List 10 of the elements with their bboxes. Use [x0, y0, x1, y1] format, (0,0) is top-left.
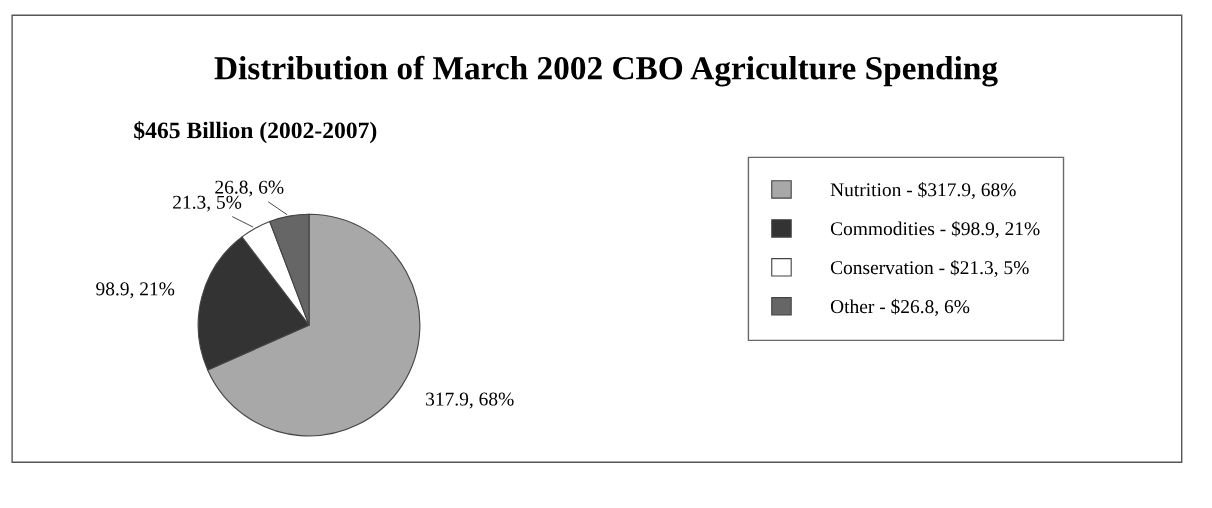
- data-label: 21.3, 5%: [173, 195, 242, 212]
- chart-title: Distribution of March 2002 CBO Agriculture Spending: [214, 55, 998, 87]
- legend-label: Conservation - $21.3, 5%: [830, 259, 1029, 277]
- chart-subtitle: $465 Billion (2002-2007): [134, 121, 377, 144]
- data-label: 317.9, 68%: [426, 392, 514, 409]
- legend-label: Commodities - $98.9, 21%: [830, 220, 1040, 239]
- legend-label: Nutrition - $317.9, 68%: [830, 182, 1016, 200]
- legend-label: Other - $26.8, 6%: [830, 298, 970, 316]
- data-label: 26.8, 6%: [215, 180, 284, 197]
- data-label: 98.9, 21%: [96, 282, 175, 299]
